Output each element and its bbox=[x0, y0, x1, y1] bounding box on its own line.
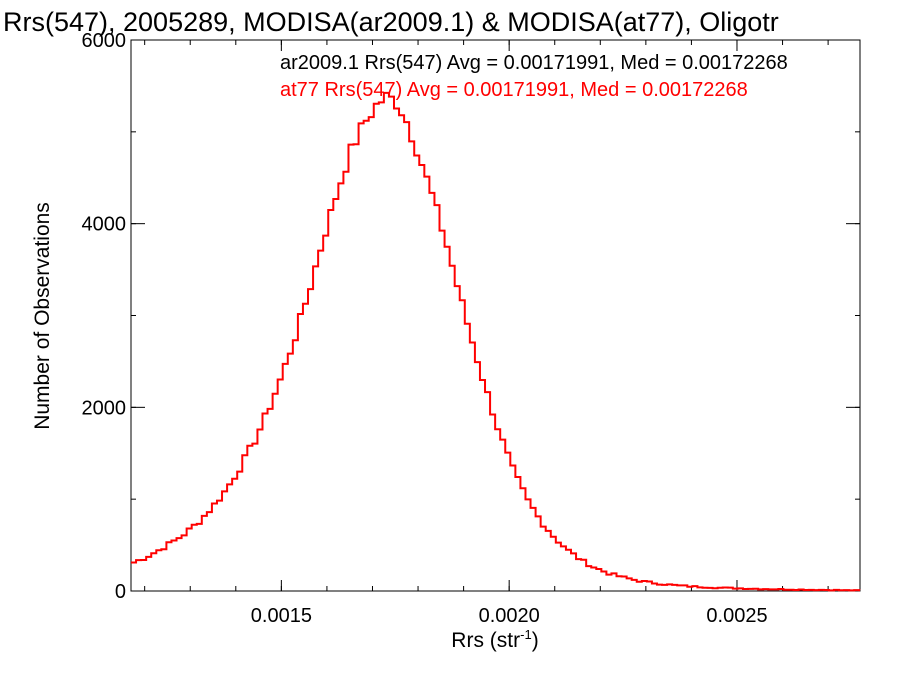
y-tick-label: 6000 bbox=[82, 30, 127, 52]
annotation-ar2009: ar2009.1 Rrs(547) Avg = 0.00171991, Med … bbox=[280, 52, 788, 74]
chart-title: Rrs(547), 2005289, MODISA(ar2009.1) & MO… bbox=[3, 7, 779, 37]
x-axis-label-superscript: -1 bbox=[520, 627, 532, 642]
axis-tick-labels: 0.0015 0.0020 0.0025 0 2000 4000 6000 bbox=[82, 30, 768, 627]
x-tick-label: 0.0020 bbox=[479, 605, 540, 627]
x-axis-label: Rrs (str-1) bbox=[451, 627, 538, 652]
x-axis-label-close: ) bbox=[532, 629, 539, 652]
y-axis-label: Number of Observations bbox=[31, 202, 54, 430]
y-tick-label: 4000 bbox=[82, 214, 127, 236]
y-tick-label: 2000 bbox=[82, 397, 127, 419]
axis-ticks bbox=[131, 39, 860, 592]
y-tick-label: 0 bbox=[115, 581, 126, 603]
annotation-at77: at77 Rrs(547) Avg = 0.00171991, Med = 0.… bbox=[280, 79, 748, 101]
x-tick-label: 0.0025 bbox=[706, 605, 767, 627]
x-tick-label: 0.0015 bbox=[251, 605, 312, 627]
x-axis-label-main: Rrs (str bbox=[451, 629, 520, 652]
series-line-at77 bbox=[131, 91, 861, 592]
